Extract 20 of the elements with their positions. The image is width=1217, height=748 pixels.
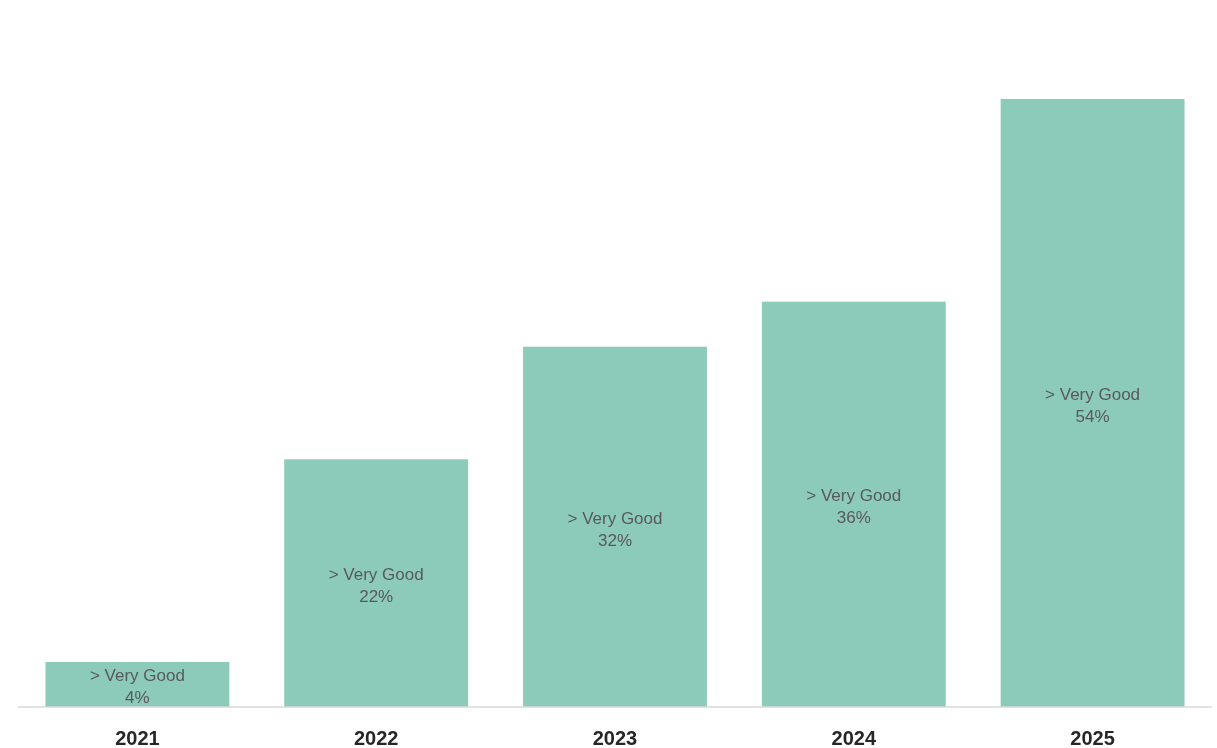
bar	[761, 301, 946, 707]
data-label: 4%	[125, 688, 150, 708]
x-tick-label: 2025	[1070, 727, 1115, 748]
text: > Very Good	[328, 565, 424, 585]
bar	[1000, 99, 1185, 707]
data-label: 54%	[1075, 407, 1110, 426]
text: > Very Good	[1045, 385, 1141, 404]
x-tick-label: 2022	[353, 727, 399, 748]
series-label: > Very Good	[89, 666, 185, 686]
data-label: 32%	[597, 530, 633, 550]
data-label: 22%	[359, 587, 394, 607]
x-tick-label: 2021	[115, 727, 160, 748]
bar	[45, 661, 230, 707]
bar	[284, 459, 469, 707]
x-tick-label: 2024	[831, 727, 877, 748]
text: > Very Good	[806, 486, 902, 506]
text: > Very Good	[567, 508, 663, 528]
x-tick-label: 2023	[592, 727, 638, 748]
data-label: 36%	[836, 508, 871, 528]
bar	[523, 346, 707, 707]
